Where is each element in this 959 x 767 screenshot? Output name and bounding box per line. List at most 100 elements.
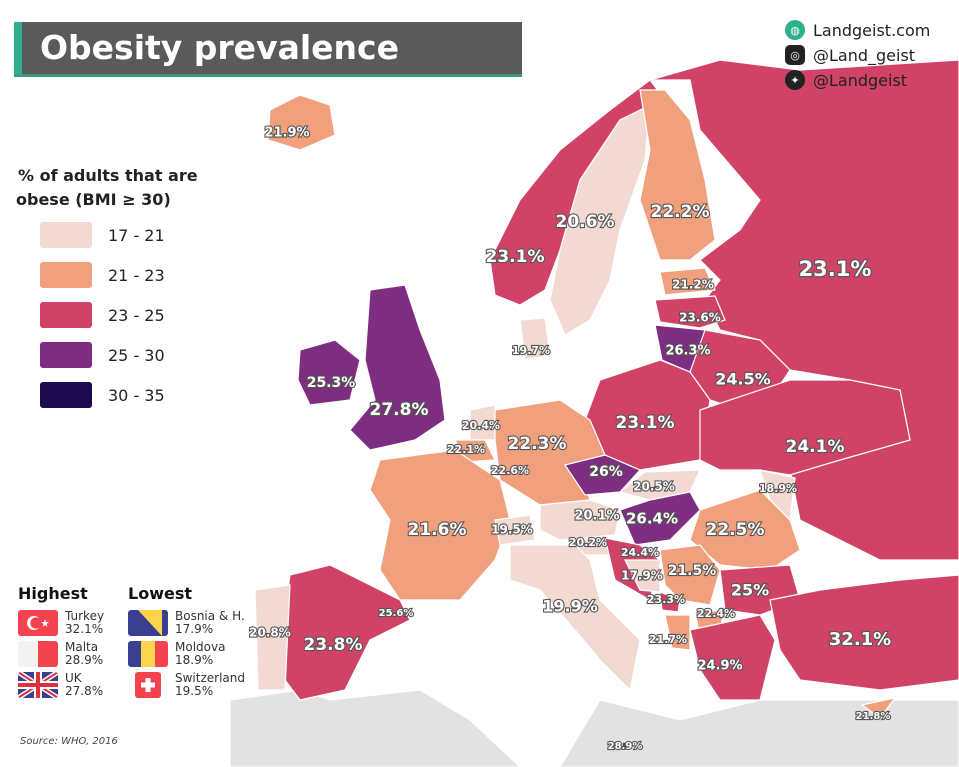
country-shape xyxy=(254,584,291,691)
country-shape xyxy=(654,295,726,329)
page-title: Obesity prevalence xyxy=(40,28,399,67)
lowest-title: Lowest xyxy=(128,584,192,603)
country-name: Switzerland xyxy=(175,671,245,685)
legend-title-line: % of adults that are xyxy=(18,166,198,185)
highest-title: Highest xyxy=(18,584,88,603)
country-value-label: 20.1% xyxy=(574,509,619,524)
legend-label: 23 - 25 xyxy=(108,305,165,325)
country-value-label: 26% xyxy=(589,464,623,480)
country-value-label: 22.3% xyxy=(508,434,567,454)
lowest-item: Bosnia & H. 17.9% xyxy=(128,610,245,636)
turkey-flag-icon xyxy=(18,610,58,636)
country-value-label: 24.5% xyxy=(715,370,771,389)
country-value-label: 20.4% xyxy=(462,419,500,432)
country-shape xyxy=(494,514,536,546)
legend-swatch xyxy=(40,342,92,368)
country-shape xyxy=(564,454,642,496)
social-instagram[interactable]: ◎ @Land_geist xyxy=(785,45,915,65)
country-name: Malta xyxy=(65,640,99,654)
country-value-label: 23.6% xyxy=(679,311,721,325)
country-shape xyxy=(659,544,721,606)
country-value-label: 25.3% xyxy=(307,375,356,391)
country-value-label: 24.4% xyxy=(621,546,659,559)
country-shape xyxy=(369,449,511,601)
country-shape xyxy=(689,614,776,701)
country-value: 19.5% xyxy=(175,684,214,698)
country-value-label: 19.7% xyxy=(512,344,550,357)
country-value-label: 19.5% xyxy=(491,523,533,537)
legend-item: 23 - 25 xyxy=(40,302,165,328)
country-value-label: 17.9% xyxy=(621,569,663,583)
social-label: @Landgeist xyxy=(813,70,908,90)
country-shape xyxy=(297,339,361,406)
country-shape xyxy=(519,317,551,361)
country-value-label: 25.6% xyxy=(379,608,414,619)
country-value-label: 22.4% xyxy=(697,607,735,620)
country-value-label: 19.9% xyxy=(542,597,598,616)
highest-item: UK 27.8% xyxy=(18,672,103,698)
country-value-label: 24.9% xyxy=(697,659,742,674)
legend-item: 25 - 30 xyxy=(40,342,165,368)
legend-label: 25 - 30 xyxy=(108,345,165,365)
country-shape xyxy=(769,574,959,691)
country-shape xyxy=(689,489,801,571)
lowest-item: Moldova 18.9% xyxy=(128,641,225,667)
country-value-label: 22.1% xyxy=(447,443,485,456)
social-website[interactable]: ◍ Landgeist.com xyxy=(785,20,930,40)
switzerland-flag-icon xyxy=(135,672,161,698)
highest-item: Turkey 32.1% xyxy=(18,610,104,636)
legend-item: 21 - 23 xyxy=(40,262,165,288)
country-value-label: 22.2% xyxy=(651,202,710,222)
legend-swatch xyxy=(40,222,92,248)
country-shape xyxy=(860,697,897,719)
country-shape xyxy=(659,267,716,296)
malta-flag-icon xyxy=(18,641,58,667)
country-shape xyxy=(539,499,621,541)
legend-swatch xyxy=(40,262,92,288)
country-shape xyxy=(639,89,716,261)
country-value-label: 23.8% xyxy=(304,635,363,655)
social-twitter[interactable]: ✦ @Landgeist xyxy=(785,70,907,90)
country-shape xyxy=(267,94,336,151)
legend-label: 30 - 35 xyxy=(108,385,165,405)
country-value-label: 24.1% xyxy=(786,437,845,457)
moldova-flag-icon xyxy=(128,641,168,667)
country-shape xyxy=(229,689,521,767)
title-banner: Obesity prevalence xyxy=(14,22,522,74)
legend-swatch xyxy=(40,382,92,408)
country-shape xyxy=(509,544,641,692)
country-value: 32.1% xyxy=(65,622,104,636)
country-shape xyxy=(621,741,631,751)
globe-icon: ◍ xyxy=(785,20,805,40)
country-value-label: 21.2% xyxy=(672,278,714,292)
source-note: Source: WHO, 2016 xyxy=(20,736,118,747)
legend-label: 21 - 23 xyxy=(108,265,165,285)
country-value-label: 21.8% xyxy=(856,711,891,722)
country-value-label: 26.3% xyxy=(665,344,710,359)
country-name: Bosnia & H. xyxy=(175,609,245,623)
country-value-label: 27.8% xyxy=(370,400,429,420)
social-label: Landgeist.com xyxy=(813,20,931,40)
country-value-label: 20.6% xyxy=(556,212,615,232)
country-value-label: 23.1% xyxy=(486,247,545,267)
highest-item: Malta 28.9% xyxy=(18,641,103,667)
country-value-label: 28.9% xyxy=(608,741,643,752)
legend-label: 17 - 21 xyxy=(108,225,165,245)
country-value-label: 26.4% xyxy=(626,510,678,528)
instagram-icon: ◎ xyxy=(785,45,805,65)
legend-item: 30 - 35 xyxy=(40,382,165,408)
uk-flag-icon xyxy=(18,672,58,698)
country-value-label: 32.1% xyxy=(829,629,891,650)
country-shape xyxy=(549,103,651,336)
country-shape xyxy=(659,591,681,613)
country-shape xyxy=(618,469,701,501)
country-value-label: 21.5% xyxy=(668,563,717,579)
legend-item: 17 - 21 xyxy=(40,222,165,248)
country-shape xyxy=(699,379,911,476)
title-accent xyxy=(14,22,22,74)
country-value-label: 22.6% xyxy=(491,464,529,477)
country-value-label: 23.1% xyxy=(799,257,872,281)
twitter-icon: ✦ xyxy=(785,70,805,90)
country-value: 18.9% xyxy=(175,653,214,667)
